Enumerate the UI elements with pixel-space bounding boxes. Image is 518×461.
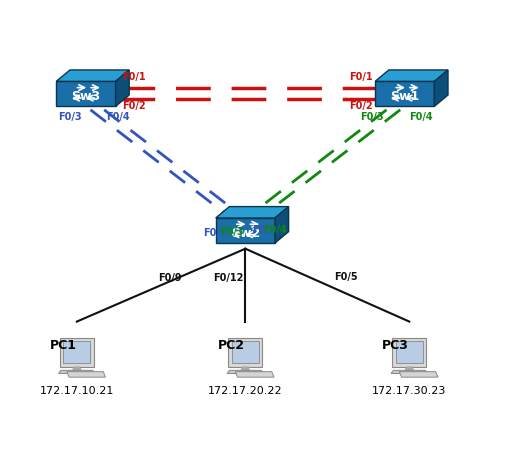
Text: F0/12: F0/12 [213, 272, 243, 283]
Polygon shape [241, 367, 250, 370]
Polygon shape [228, 337, 263, 367]
Text: 172.17.20.22: 172.17.20.22 [208, 386, 283, 396]
Text: F0/2: F0/2 [252, 225, 276, 235]
Text: F0/2: F0/2 [349, 100, 373, 111]
Text: PC2: PC2 [218, 339, 245, 352]
Polygon shape [275, 207, 289, 243]
Text: 172.17.30.23: 172.17.30.23 [372, 386, 447, 396]
Polygon shape [116, 70, 129, 106]
Polygon shape [396, 341, 423, 363]
Polygon shape [227, 370, 264, 373]
Text: F0/3: F0/3 [361, 112, 384, 122]
Polygon shape [392, 337, 426, 367]
Polygon shape [63, 341, 90, 363]
Polygon shape [215, 207, 289, 218]
Polygon shape [405, 367, 413, 370]
Polygon shape [232, 341, 259, 363]
Polygon shape [215, 218, 275, 243]
Polygon shape [67, 372, 106, 377]
Text: F0/3: F0/3 [220, 227, 244, 237]
Polygon shape [399, 372, 438, 377]
Text: F0/3: F0/3 [57, 112, 81, 122]
Polygon shape [375, 81, 435, 106]
Text: F0/4: F0/4 [409, 112, 433, 122]
Polygon shape [56, 70, 129, 81]
Polygon shape [391, 370, 427, 373]
Text: PC3: PC3 [382, 339, 409, 352]
Polygon shape [59, 370, 95, 373]
Text: F0/2: F0/2 [122, 100, 146, 111]
Polygon shape [435, 70, 448, 106]
Polygon shape [56, 81, 116, 106]
Text: Sw1: Sw1 [390, 90, 420, 103]
Text: F0/1: F0/1 [349, 72, 373, 83]
Text: F0/5: F0/5 [335, 272, 358, 282]
Text: 172.17.10.21: 172.17.10.21 [40, 386, 114, 396]
Text: Sw2: Sw2 [231, 227, 260, 240]
Text: F0/9: F0/9 [158, 273, 181, 283]
Polygon shape [60, 337, 94, 367]
Text: F0/4: F0/4 [106, 112, 130, 122]
Text: F0/1: F0/1 [122, 72, 146, 83]
Text: Sw3: Sw3 [71, 90, 100, 103]
Text: F0/4: F0/4 [264, 225, 287, 235]
Polygon shape [73, 367, 81, 370]
Text: F0/1: F0/1 [204, 228, 227, 238]
Polygon shape [235, 372, 274, 377]
Polygon shape [375, 70, 448, 81]
Text: PC1: PC1 [50, 339, 77, 352]
